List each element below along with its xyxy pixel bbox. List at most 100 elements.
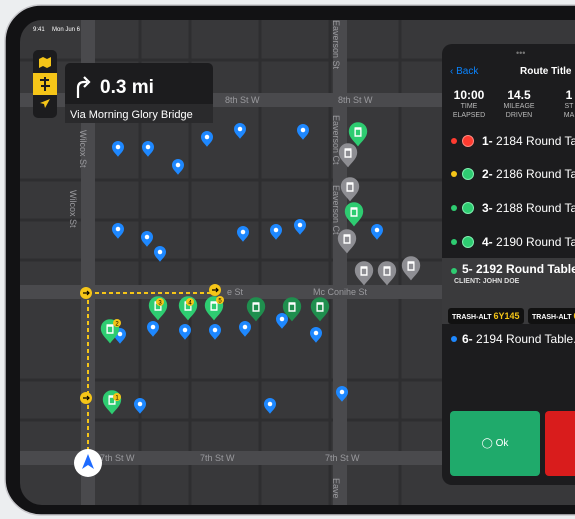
stat: 14.5 MILEAGE DRIVEN	[494, 88, 544, 120]
pin-shape	[340, 177, 360, 202]
panel-title: Route Title	[520, 66, 572, 77]
map-pin	[147, 321, 159, 337]
stop-badge	[113, 319, 121, 327]
pin-dot	[374, 227, 380, 233]
status-dot	[451, 336, 457, 342]
map-pin	[310, 297, 330, 322]
stop-badge	[113, 393, 121, 401]
pin-dot	[182, 327, 188, 333]
nav-via: Via Morning Glory Bridge	[70, 109, 193, 121]
stop-row[interactable]: 1- 2184 Round Table	[442, 124, 575, 158]
map-pin	[209, 324, 221, 340]
map-pin	[154, 246, 166, 262]
stop-title: 2- 2186 Round Table	[482, 167, 575, 181]
pin-shape	[354, 261, 374, 286]
map-pin	[234, 123, 246, 139]
stop-number: 5- 2192 Round Table...	[462, 262, 575, 276]
turn-marker-arrow	[83, 395, 90, 401]
stop-row[interactable]: 5- 2192 Round Table... CLIENT: JOHN DOE TR…	[442, 258, 575, 324]
stop-number: 6-	[462, 332, 473, 346]
pin-dot	[145, 144, 151, 150]
stop-address: 2190 Round Table	[496, 235, 575, 249]
turn-marker-arrow	[212, 287, 219, 293]
pin-shape	[344, 202, 364, 227]
stop-badge-label: 2	[115, 322, 119, 328]
street-label: Wilcox St	[78, 130, 88, 168]
map-pin	[310, 327, 322, 343]
trash-icon	[346, 182, 354, 192]
ok-label[interactable]: Ok	[495, 438, 509, 449]
turn-marker-arrow	[83, 290, 90, 296]
tag-type: TRASH-ALT	[532, 314, 572, 321]
stop-row[interactable]: 2- 2186 Round Table	[442, 157, 575, 191]
stop-badge	[156, 298, 164, 306]
map-pin	[344, 202, 364, 227]
stop-address: 2194 Round Table...	[476, 332, 575, 346]
status-dot	[451, 138, 457, 144]
map-pin	[246, 297, 266, 322]
map-pin	[354, 261, 374, 286]
stop-title: 5- 2192 Round Table...	[462, 262, 575, 276]
pin-dot	[117, 331, 123, 337]
turn-arrow	[76, 76, 91, 98]
pin-shape	[348, 122, 368, 147]
stop-badge-label: 4	[188, 301, 192, 307]
stop-address: 2188 Round Table	[496, 201, 575, 215]
pin-dot	[313, 330, 319, 336]
trash-icon	[354, 127, 362, 137]
map-pin	[336, 386, 348, 402]
trash-icon	[407, 261, 415, 271]
stop-row[interactable]: 6- 2194 Round Table...	[442, 322, 575, 356]
stop-row[interactable]: 4- 2190 Round Table	[442, 225, 575, 259]
status-date: Mon Jun 6	[52, 27, 81, 33]
map-pin	[377, 261, 397, 286]
pin-dot	[137, 401, 143, 407]
stat-label: MA	[563, 112, 575, 119]
locate-icon[interactable]	[40, 99, 50, 108]
trash-icon	[252, 302, 260, 312]
pin-shape	[246, 297, 266, 322]
map-pin	[201, 131, 213, 147]
street-label: 7th St W	[100, 453, 135, 463]
stop-title: 6- 2194 Round Table...	[462, 332, 575, 346]
street-label: 7th St W	[325, 453, 360, 463]
street-label: Mc Conihe St	[313, 287, 368, 297]
stop-number: 2-	[482, 167, 493, 181]
stat: 10:00 TIME ELAPSED	[444, 88, 494, 120]
map-pin	[112, 223, 124, 239]
pin-dot	[267, 401, 273, 407]
trash-icon	[343, 234, 351, 244]
pin-dot	[273, 227, 279, 233]
stop-badge	[186, 298, 194, 306]
tag-type: TRASH-ALT	[452, 314, 492, 321]
map-pin	[348, 122, 368, 147]
back-button[interactable]: ‹ Back	[450, 66, 479, 77]
pin-dot	[175, 162, 181, 168]
street-label: Eaverson Ct	[331, 185, 341, 235]
ok-button[interactable]: ◯ Ok	[450, 411, 540, 476]
back-label[interactable]: Back	[456, 66, 479, 77]
pin-dot	[300, 127, 306, 133]
trash-icon	[383, 266, 391, 276]
stop-badge-label: 3	[158, 301, 162, 307]
stop-address: 2184 Round Table	[496, 134, 575, 148]
cancel-button[interactable]	[545, 411, 575, 476]
status-dot	[451, 268, 457, 274]
route-icon[interactable]	[40, 77, 50, 91]
status-icon	[462, 168, 474, 180]
grabber: •••	[516, 48, 526, 58]
map-pin	[134, 398, 146, 414]
stop-number: 1-	[482, 134, 493, 148]
pin-dot	[240, 229, 246, 235]
stop-number: 3-	[482, 201, 493, 215]
map-pin	[239, 321, 251, 337]
map-pin	[294, 219, 306, 235]
stop-row[interactable]: 3- 2188 Round Table	[442, 191, 575, 225]
status-dot	[451, 205, 457, 211]
pin-shape	[337, 229, 357, 254]
stop-title: 4- 2190 Round Table	[482, 235, 575, 249]
map-icon[interactable]	[39, 57, 51, 68]
stat: 1 ST MA	[544, 88, 575, 120]
map-pin	[237, 226, 249, 242]
stop-badge	[216, 296, 224, 304]
